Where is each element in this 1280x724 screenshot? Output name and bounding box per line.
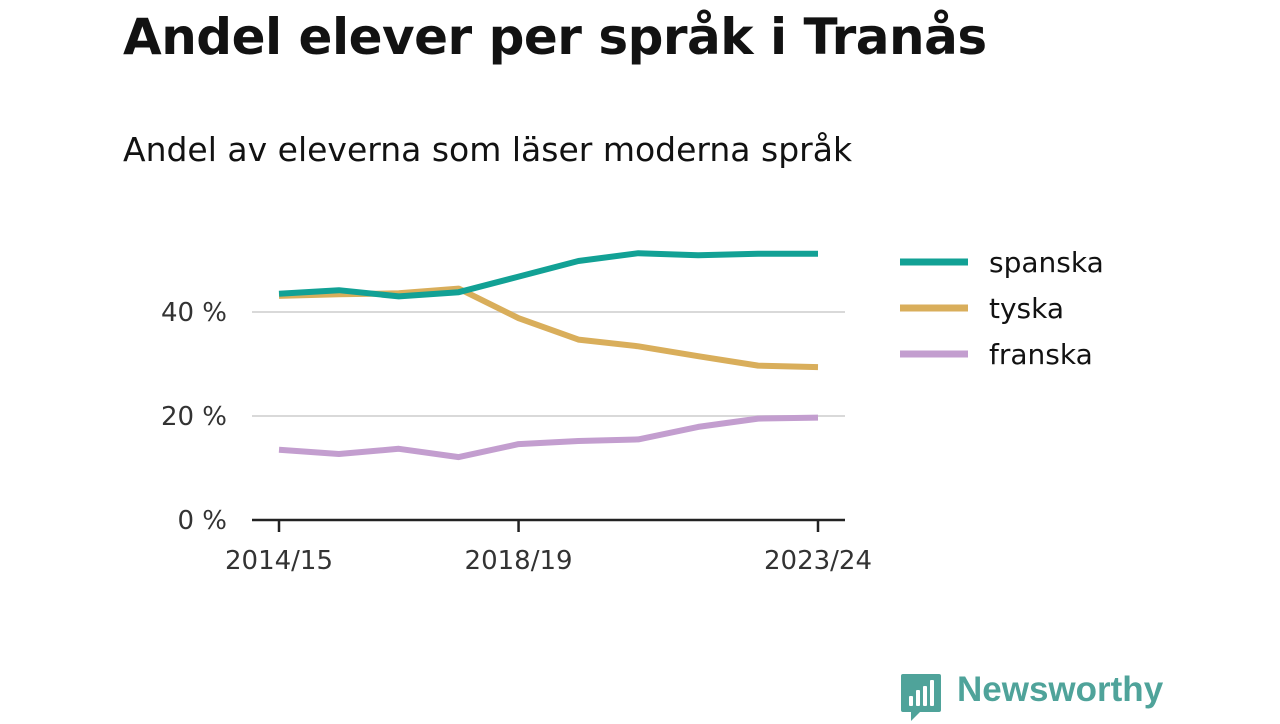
legend-label-spanska: spanska	[989, 246, 1104, 279]
newsworthy-logo-icon	[901, 674, 941, 721]
chart-subtitle: Andel av eleverna som läser moderna språ…	[123, 130, 853, 169]
grid-lines	[252, 311, 845, 417]
y-tick-label: 20 %	[161, 402, 227, 432]
legend: spanska tyska franska	[900, 246, 1104, 371]
series-line-tyska	[278, 285, 819, 371]
legend-label-franska: franska	[989, 338, 1093, 371]
series-line-spanska	[278, 250, 818, 300]
x-axis	[252, 518, 845, 532]
x-tick-label: 2018/19	[465, 546, 573, 576]
line-chart: 0 % 20 % 40 % 2014/15 2018/19 2023/24 spansk…	[161, 246, 1104, 576]
y-axis-labels: 0 % 20 % 40 %	[161, 298, 227, 536]
legend-label-tyska: tyska	[989, 292, 1064, 325]
x-tick-label: 2023/24	[764, 546, 872, 576]
chart-title: Andel elever per språk i Tranås	[123, 8, 987, 66]
y-tick-label: 0 %	[177, 506, 227, 536]
x-tick-label: 2014/15	[225, 546, 333, 576]
series-line-franska	[278, 414, 819, 461]
y-tick-label: 40 %	[161, 298, 227, 328]
x-axis-labels: 2014/15 2018/19 2023/24	[225, 546, 872, 576]
brand-name: Newsworthy	[957, 670, 1164, 709]
series-lines	[278, 250, 819, 461]
